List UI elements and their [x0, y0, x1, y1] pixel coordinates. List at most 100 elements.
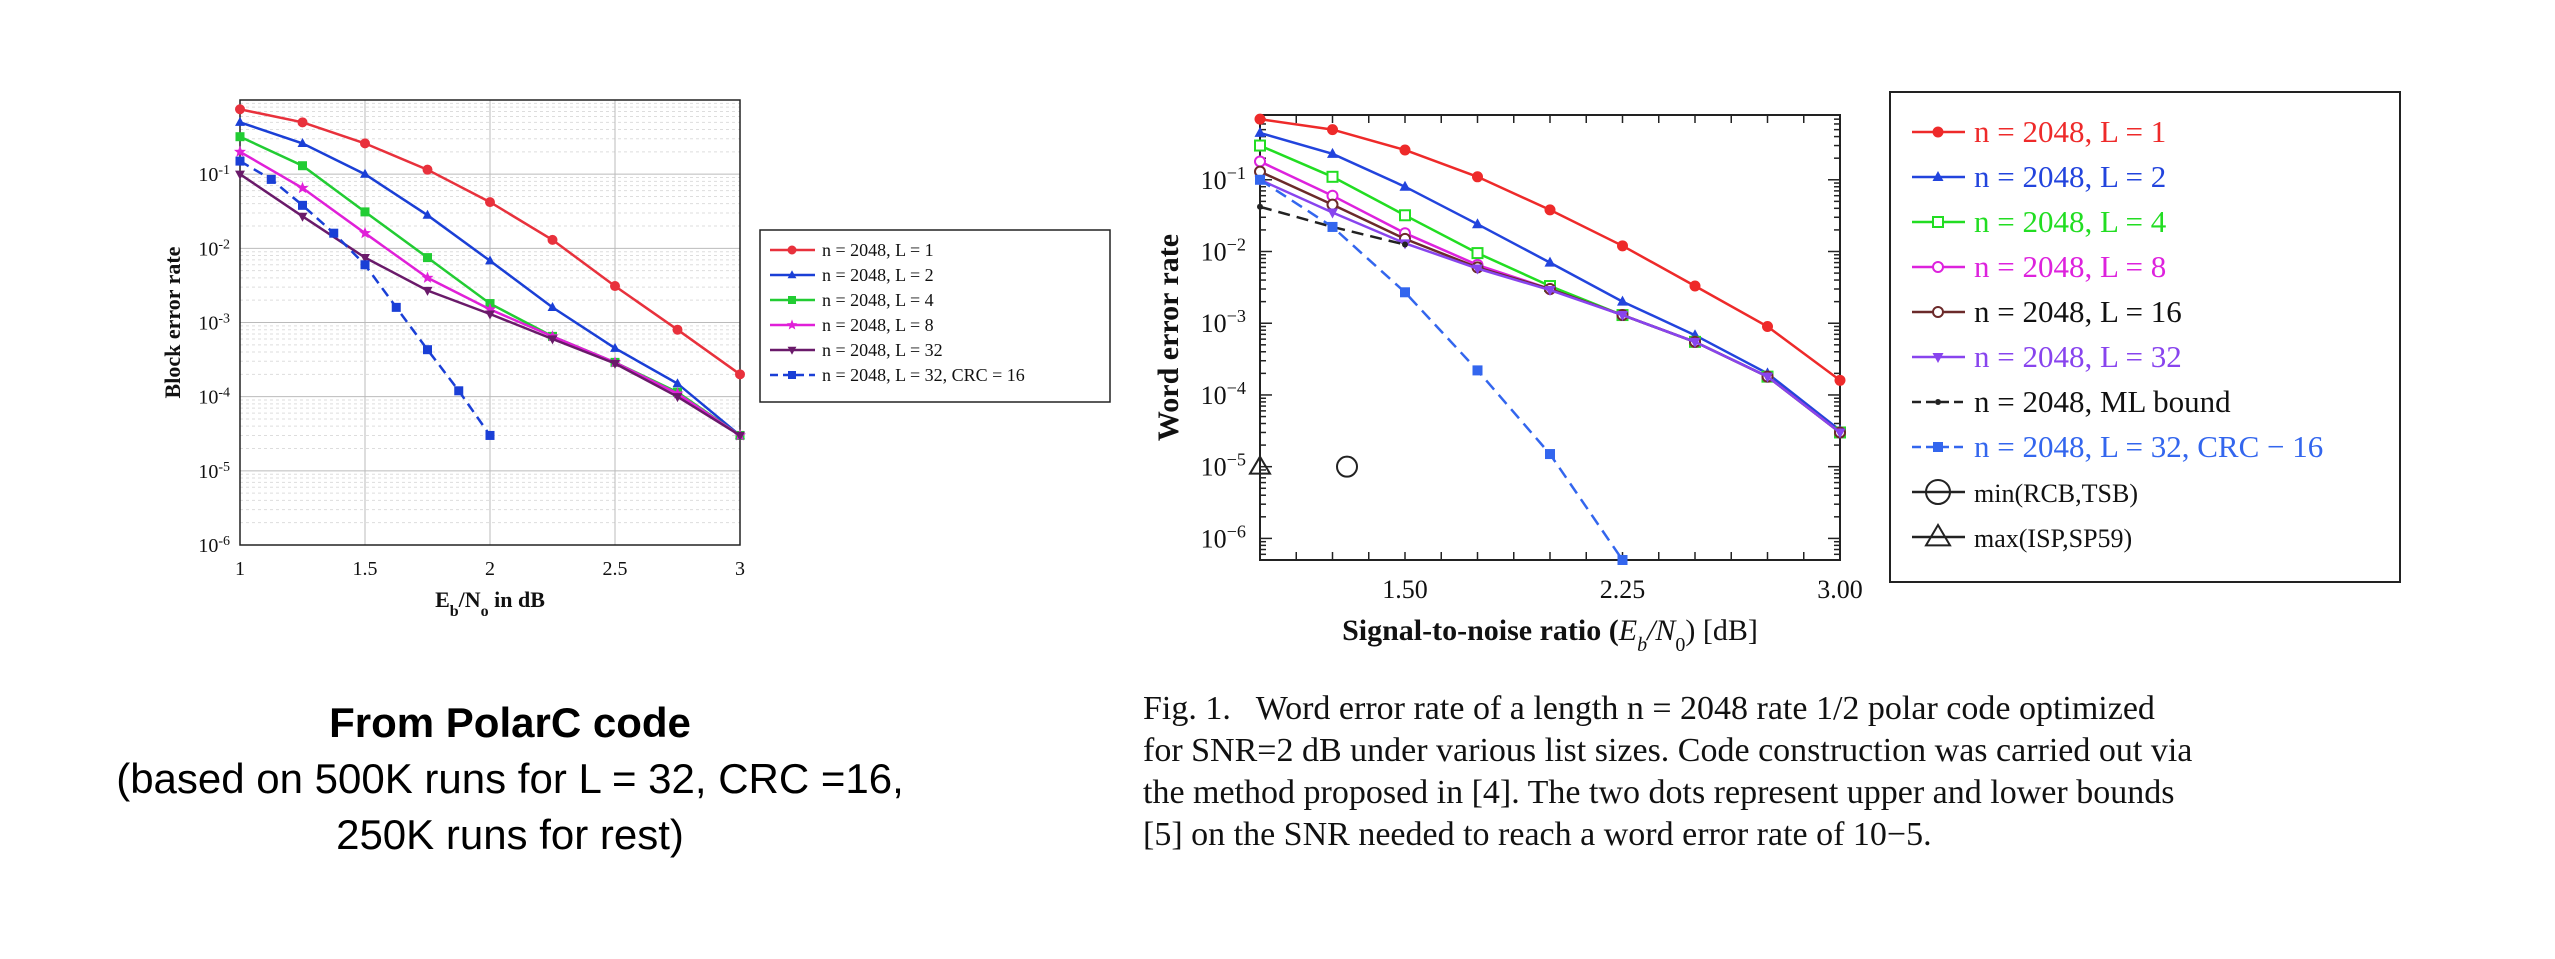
legend-label: n = 2048, L = 32, CRC − 16 — [1974, 429, 2323, 464]
series-9 — [1248, 454, 1272, 475]
data-point — [547, 335, 558, 345]
data-point — [1327, 124, 1338, 136]
data-point — [1834, 428, 1846, 439]
data-point — [1834, 374, 1846, 386]
figure-caption-line3: the method proposed in [4]. The two dots… — [1143, 774, 2175, 811]
data-point — [235, 170, 245, 180]
legend-marker — [1933, 442, 1943, 452]
legend-label: n = 2048, L = 1 — [1974, 114, 2166, 149]
data-point — [360, 207, 370, 217]
legend-entry: n = 2048, L = 1 — [1912, 114, 2166, 149]
series-line — [1260, 160, 1840, 434]
figure-caption-line1: Fig. 1. Word error rate of a length n = … — [1143, 690, 2155, 727]
legend-marker — [788, 371, 796, 379]
legend-entry: n = 2048, L = 2 — [770, 265, 934, 285]
data-point — [391, 302, 401, 312]
data-point — [485, 310, 495, 320]
legend-entry: n = 2048, L = 4 — [770, 290, 934, 310]
left-caption-line3: 250K runs for rest) — [336, 811, 684, 858]
legend-marker — [787, 245, 797, 255]
data-point — [610, 342, 620, 352]
data-point — [1617, 295, 1628, 306]
legend-marker — [787, 346, 797, 355]
data-point — [1762, 372, 1773, 383]
legend-label: n = 2048, ML bound — [1974, 384, 2231, 419]
left-block-error-chart: 1 1.5 2 2.5 3 10-6 10-5 10-4 10-3 10-2 10-1 Eb/No i… — [160, 99, 1111, 620]
data-point — [360, 253, 370, 263]
data-point — [297, 117, 308, 128]
legend-marker — [786, 319, 798, 330]
legend-label: n = 2048, L = 4 — [1974, 204, 2167, 239]
data-point — [1248, 454, 1272, 475]
data-point — [422, 286, 433, 296]
legend-label: max(ISP,SP59) — [1974, 524, 2132, 553]
left-legend-box — [759, 229, 1111, 403]
x-tick-label: 2 — [485, 558, 495, 580]
y-tick-label: 10-5 — [198, 459, 230, 483]
data-point — [547, 234, 558, 245]
data-point — [1400, 287, 1410, 298]
legend-entry: n = 2048, L = 1 — [770, 240, 934, 260]
data-point — [671, 387, 684, 399]
y-tick-label: 10−5 — [1201, 450, 1246, 482]
data-point — [1472, 218, 1483, 229]
right-plot-frame — [1259, 114, 1841, 561]
legend-marker — [1932, 353, 1944, 363]
legend-entry: n = 2048, L = 2 — [1912, 159, 2166, 194]
data-point — [1402, 241, 1408, 248]
data-point — [235, 156, 245, 166]
legend-entry: n = 2048, L = 16 — [1912, 294, 2182, 329]
legend-marker — [1932, 171, 1944, 181]
y-tick-label: 10-4 — [198, 385, 230, 409]
x-tick-label: 2.5 — [603, 558, 628, 580]
data-point — [735, 431, 745, 441]
series-0 — [235, 104, 745, 380]
data-point — [1326, 170, 1339, 183]
legend-label: n = 2048, L = 8 — [822, 315, 934, 335]
series-7 — [1255, 174, 1628, 565]
y-tick-label: 10−6 — [1201, 521, 1246, 553]
y-tick-label: 10-3 — [198, 311, 230, 335]
data-point — [454, 386, 464, 396]
legend-label: n = 2048, L = 2 — [822, 265, 934, 285]
data-point — [1399, 209, 1411, 222]
figure-caption-line4: [5] on the SNR needed to reach a word er… — [1143, 816, 1932, 853]
legend-marker — [1925, 479, 1951, 505]
data-point — [266, 174, 276, 184]
series-1 — [235, 116, 745, 440]
data-point — [297, 137, 308, 147]
y-tick-label: 10-1 — [198, 163, 230, 187]
legend-marker — [788, 296, 796, 304]
data-point — [1254, 113, 1266, 125]
data-point — [484, 303, 496, 315]
series-line — [1260, 178, 1624, 560]
x-axis-label: Signal-to-noise ratio (Eb/N0) [dB] — [1342, 614, 1758, 656]
data-point — [1327, 147, 1338, 158]
data-point — [1544, 286, 1556, 297]
series-0 — [1254, 113, 1846, 386]
data-point — [329, 228, 339, 238]
x-tick-label: 3.00 — [1817, 575, 1863, 604]
data-point — [1472, 365, 1483, 376]
data-point — [1472, 264, 1483, 275]
legend-label: n = 2048, L = 8 — [1974, 249, 2166, 284]
legend-entry: n = 2048, L = 8 — [1912, 249, 2166, 284]
data-point — [735, 369, 745, 380]
data-point — [1326, 198, 1339, 211]
data-point — [234, 145, 246, 157]
x-tick-label: 1 — [235, 558, 245, 580]
series-line — [1260, 178, 1840, 434]
data-point — [610, 281, 620, 292]
series-4 — [235, 170, 745, 441]
legend-entry: max(ISP,SP59) — [1912, 523, 2132, 553]
left-caption-line2: (based on 500K runs for L = 32, CRC =16, — [116, 755, 904, 802]
data-point — [1399, 144, 1411, 156]
y-axis-label: Block error rate — [160, 246, 185, 398]
data-point — [235, 132, 245, 142]
legend-marker — [1932, 216, 1944, 228]
legend-marker — [787, 270, 797, 279]
legend-label: n = 2048, L = 4 — [822, 290, 934, 310]
left-caption: From PolarC code (based on 500K runs for… — [40, 695, 980, 863]
legend-label: min(RCB,TSB) — [1974, 479, 2138, 508]
data-point — [1254, 139, 1266, 152]
